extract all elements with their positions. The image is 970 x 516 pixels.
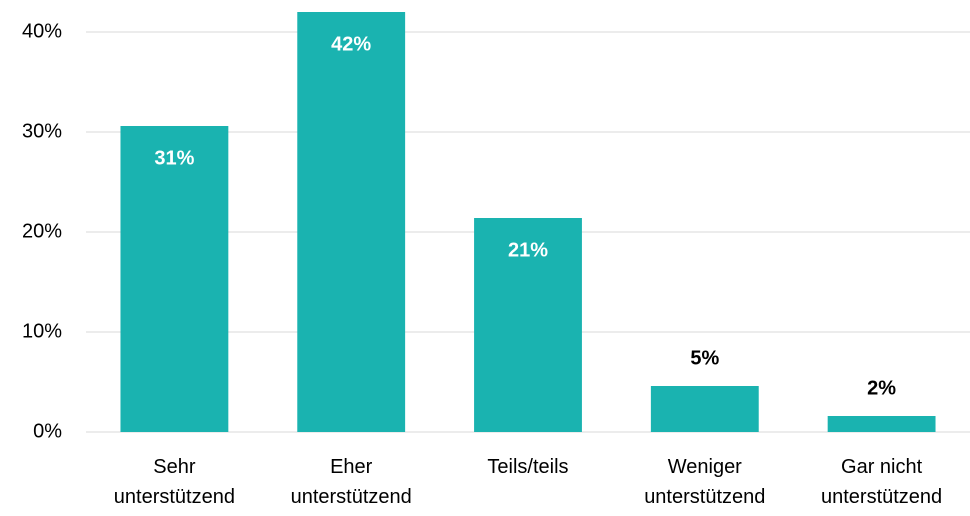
y-tick-label: 10% [22, 320, 62, 342]
value-label: 5% [690, 347, 719, 369]
bar [297, 12, 406, 432]
y-tick-label: 40% [22, 20, 62, 42]
x-tick-label: Eher unterstützend [290, 456, 412, 508]
value-label: 42% [331, 33, 371, 55]
bar [650, 386, 759, 432]
x-tick-label: Weniger unterstützend [644, 456, 766, 508]
y-tick-label: 20% [22, 220, 62, 242]
bar [474, 218, 582, 432]
value-label: 2% [867, 377, 896, 399]
x-tick-label: Teils/teils [487, 456, 569, 478]
value-label: 31% [154, 147, 194, 169]
bar [120, 126, 229, 432]
bar [827, 416, 936, 432]
y-tick-label: 0% [33, 420, 62, 442]
x-tick-label: Gar nicht unterstützend [820, 456, 943, 508]
x-tick-label: Sehr unterstützend [113, 456, 235, 508]
value-label: 21% [508, 239, 548, 261]
y-tick-label: 30% [22, 120, 62, 142]
